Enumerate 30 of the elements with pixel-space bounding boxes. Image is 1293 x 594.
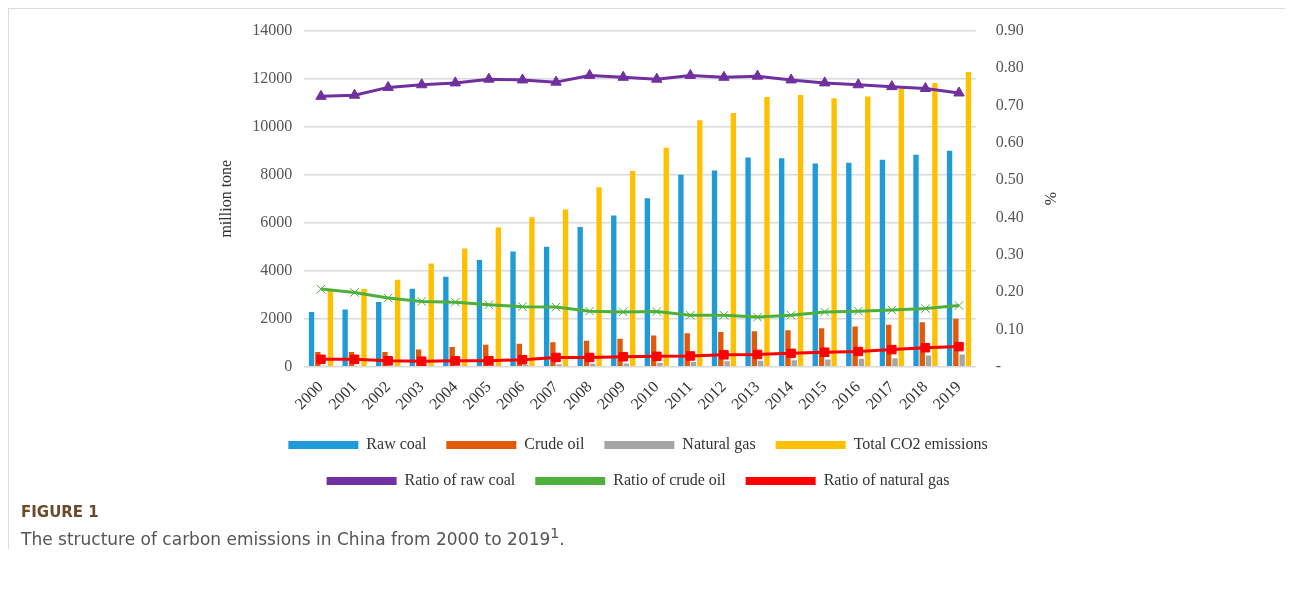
y2-tick-label: 0.20: [995, 282, 1024, 300]
x-tick-label: 2011: [661, 377, 696, 412]
legend-label: Ratio of raw coal: [404, 471, 516, 489]
y2-tick-label: -: [995, 357, 1002, 374]
y2-tick-label: 0.10: [995, 319, 1024, 337]
y-tick-label: 4000: [260, 260, 293, 278]
y2-tick-label: 0.90: [995, 20, 1024, 38]
legend-label: Natural gas: [682, 435, 756, 454]
y2-tick-label: 0.30: [995, 244, 1024, 262]
legend-label: Total CO2 emissions: [853, 435, 988, 453]
y2-tick-label: 0.70: [995, 95, 1024, 113]
legend-label: Raw coal: [366, 435, 427, 453]
legend-label: Ratio of natural gas: [823, 471, 950, 490]
y2-tick-label: 0.50: [995, 170, 1024, 188]
y-axis-title: million tone: [216, 159, 234, 238]
y-tick-label: 6000: [260, 212, 293, 230]
y2-tick-label: 0.40: [995, 207, 1024, 225]
y2-axis-title: %: [1042, 192, 1060, 206]
y2-tick-label: 0.80: [995, 58, 1024, 76]
caption: FIGURE 1: [21, 503, 100, 521]
y-tick-label: 12000: [252, 68, 293, 86]
y-tick-label: 8000: [260, 164, 293, 182]
text: The structure of carbon emissions in China from 2000 to 2019$^{1}$.: [21, 525, 566, 549]
y-tick-label: 10000: [252, 116, 293, 134]
y-tick-label: 0: [284, 357, 293, 374]
y2-tick-label: 0.60: [995, 132, 1024, 150]
legend-label: Ratio of crude oil: [613, 471, 727, 489]
y-tick-label: 2000: [260, 308, 293, 326]
y-tick-label: 14000: [252, 20, 293, 38]
legend-label: Crude oil: [524, 435, 585, 453]
